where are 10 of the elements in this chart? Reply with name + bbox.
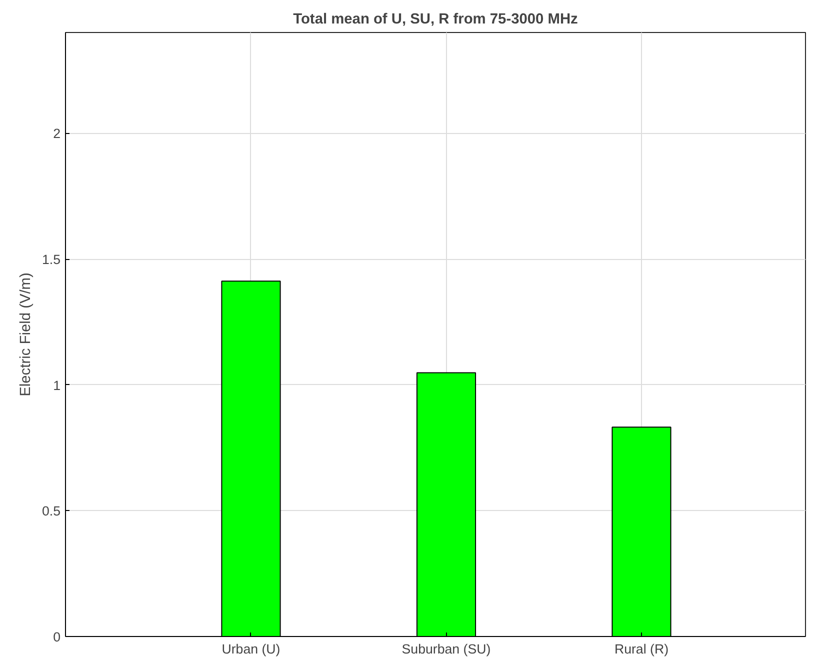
y-tick-label: 1.5	[42, 252, 61, 267]
y-tick-label: 1	[53, 378, 61, 393]
y-tick-label: 2	[53, 126, 61, 142]
y-tick-label: 0	[53, 630, 61, 644]
y-tick-label: 0.5	[42, 504, 61, 519]
x-tick-label: Suburban (SU)	[402, 642, 491, 656]
y-axis-title: Electric Field (V/m)	[18, 272, 34, 396]
chart-title: Total mean of U, SU, R from 75-3000 MHz	[293, 12, 578, 28]
x-tick-label: Rural (R)	[614, 642, 669, 656]
x-tick-label: Urban (U)	[222, 642, 280, 656]
